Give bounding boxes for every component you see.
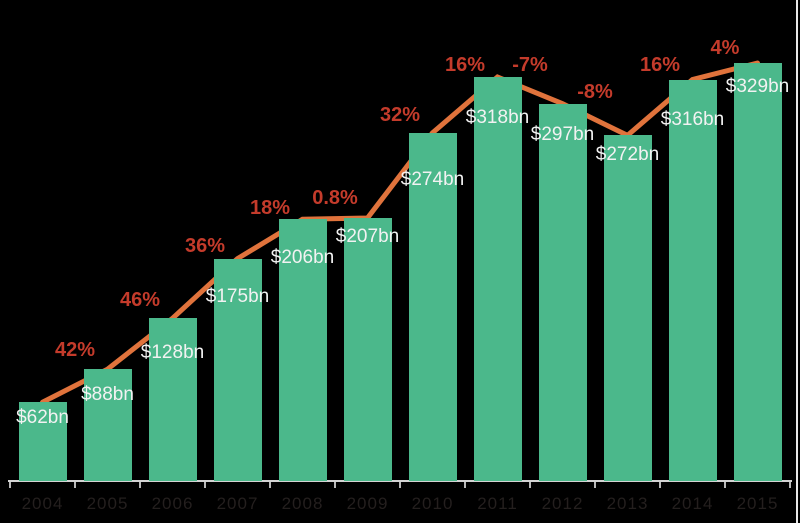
x-axis-label: 2006	[151, 494, 194, 513]
x-axis-label: 2015	[736, 494, 779, 513]
x-axis-tick	[659, 482, 661, 488]
bar-value-label: $318bn	[465, 106, 530, 128]
bar-value-label: $297bn	[530, 123, 595, 145]
growth-percent-label: -7%	[512, 53, 548, 76]
x-axis-tick	[139, 482, 141, 488]
x-axis-tick	[529, 482, 531, 488]
x-axis-label: 2012	[541, 494, 584, 513]
x-axis-label: 2010	[411, 494, 454, 513]
bar-value-label: $316bn	[660, 108, 725, 130]
x-axis-tick	[334, 482, 336, 488]
growth-percent-label: 36%	[184, 234, 226, 257]
x-axis-line	[8, 480, 792, 482]
bar	[148, 318, 197, 481]
bar	[603, 135, 652, 481]
bar	[278, 219, 327, 481]
bar-value-label: $207bn	[335, 226, 400, 247]
bar	[668, 79, 717, 481]
x-axis-label: 2008	[281, 494, 324, 513]
growth-percent-label: 16%	[444, 53, 486, 76]
bar	[343, 218, 392, 481]
growth-percent-label: 16%	[639, 53, 681, 76]
bar-value-label: $62bn	[16, 407, 69, 429]
bar-value-label: $272bn	[595, 144, 660, 166]
x-axis-label: 2013	[606, 494, 649, 513]
x-axis-label: 2007	[216, 494, 259, 513]
x-axis-tick	[789, 482, 791, 488]
bar-value-label: $175bn	[205, 285, 270, 307]
x-axis-tick	[204, 482, 206, 488]
x-axis-tick	[594, 482, 596, 488]
x-axis-tick	[464, 482, 466, 488]
bar-value-label: $274bn	[400, 168, 465, 190]
bar-value-label: $329bn	[725, 76, 790, 97]
bar-value-label: $128bn	[140, 342, 205, 364]
x-axis-tick	[74, 482, 76, 488]
bar	[213, 258, 262, 481]
x-axis-label: 2009	[346, 494, 389, 513]
x-axis-tick	[269, 482, 271, 488]
growth-percent-label: 32%	[379, 103, 421, 126]
growth-percent-label: 4%	[710, 37, 740, 59]
growth-percent-label: 18%	[249, 197, 291, 220]
x-axis-label: 2005	[86, 494, 129, 513]
x-axis-label: 2011	[477, 494, 518, 513]
x-axis-label: 2004	[21, 494, 64, 513]
bar-value-label: $206bn	[270, 247, 335, 269]
bar	[473, 76, 522, 481]
x-axis-tick	[399, 482, 401, 488]
growth-percent-label: 46%	[119, 289, 161, 312]
bar	[733, 63, 782, 481]
right-edge-line	[796, 0, 798, 523]
bar	[83, 369, 132, 481]
bar	[408, 132, 457, 481]
bar	[538, 103, 587, 481]
x-axis-label: 2014	[671, 494, 714, 513]
x-axis-tick	[724, 482, 726, 488]
bar-value-label: $88bn	[81, 384, 134, 406]
growth-percent-label: -8%	[577, 80, 613, 103]
x-axis-tick	[9, 482, 11, 488]
growth-percent-label: 0.8%	[312, 187, 358, 209]
growth-percent-label: 42%	[54, 339, 96, 362]
bar	[18, 402, 67, 481]
